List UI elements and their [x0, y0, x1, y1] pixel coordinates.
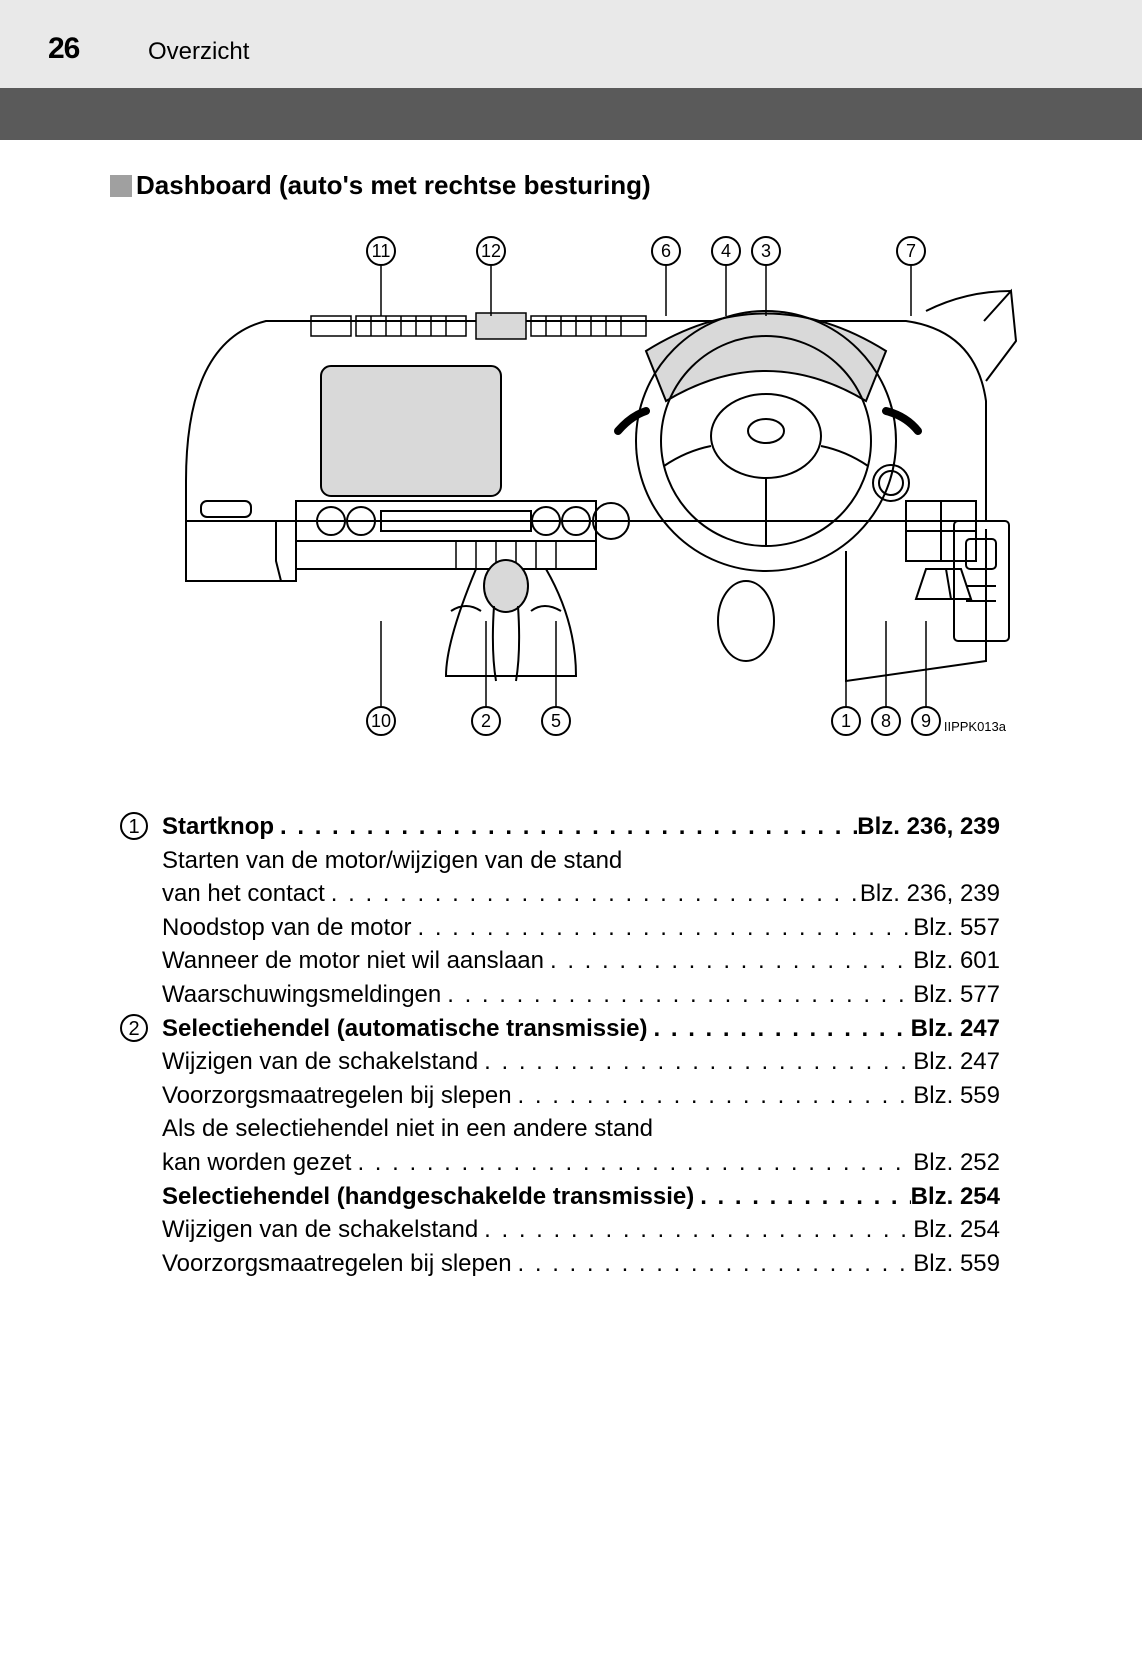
legend-line-pageref: Blz. 559	[913, 1247, 1000, 1281]
legend-entry: 1 Startknop . . . . . . . . . . . . . . .…	[120, 810, 1000, 1012]
legend-line-label: Selectiehendel (handgeschakelde transmis…	[162, 1180, 694, 1214]
leader-dots: . . . . . . . . . . . . . . . . . . . . …	[648, 1012, 911, 1046]
section-title: Dashboard (auto's met rechtse besturing)	[136, 170, 651, 200]
legend-line: van het contact . . . . . . . . . . . . …	[162, 877, 1000, 911]
legend-line-label: Voorzorgsmaatregelen bij slepen	[162, 1247, 512, 1281]
legend-line-pageref: Blz. 254	[913, 1213, 1000, 1247]
legend-line-label: van het contact	[162, 877, 325, 911]
svg-text:1: 1	[841, 711, 851, 731]
dashboard-svg: 11 12 6 4 3 7 10 2 5 1 8 9 IIPPK013a	[146, 221, 1026, 781]
legend-line: Noodstop van de motor . . . . . . . . . …	[162, 911, 1000, 945]
legend-line-label: kan worden gezet	[162, 1146, 351, 1180]
diagram-callouts-top: 11 12 6 4 3 7	[367, 237, 925, 316]
legend-list: 1 Startknop . . . . . . . . . . . . . . .…	[120, 810, 1000, 1280]
legend-line-label: Wijzigen van de schakelstand	[162, 1213, 478, 1247]
svg-text:5: 5	[551, 711, 561, 731]
leader-dots: . . . . . . . . . . . . . . . . . . . . …	[478, 1213, 913, 1247]
svg-text:2: 2	[481, 711, 491, 731]
legend-line: Voorzorgsmaatregelen bij slepen . . . . …	[162, 1079, 1000, 1113]
legend-line-pageref: Blz. 252	[913, 1146, 1000, 1180]
legend-line-label: Noodstop van de motor	[162, 911, 411, 945]
legend-line-label: Wijzigen van de schakelstand	[162, 1045, 478, 1079]
legend-callout-number: 2	[120, 1014, 148, 1042]
page-root: 26 Overzicht Dashboard (auto's met recht…	[0, 0, 1142, 1654]
svg-text:9: 9	[921, 711, 931, 731]
legend-line-label: Startknop	[162, 810, 274, 844]
legend-line-pageref: Blz. 236, 239	[857, 810, 1000, 844]
legend-line-pageref: Blz. 577	[913, 978, 1000, 1012]
leader-dots: . . . . . . . . . . . . . . . . . . . . …	[544, 944, 913, 978]
diagram-container: 11 12 6 4 3 7 10 2 5 1 8 9 IIPPK013a	[120, 221, 1052, 786]
legend-line: Startknop . . . . . . . . . . . . . . . …	[162, 810, 1000, 844]
section-marker-icon	[110, 175, 132, 197]
section-heading: Dashboard (auto's met rechtse besturing)	[110, 170, 1052, 201]
svg-text:7: 7	[906, 241, 916, 261]
leader-dots: . . . . . . . . . . . . . . . . . . . . …	[478, 1045, 913, 1079]
leader-dots: . . . . . . . . . . . . . . . . . . . . …	[351, 1146, 913, 1180]
legend-line: Selectiehendel (handgeschakelde transmis…	[162, 1180, 1000, 1214]
legend-callout-number: 1	[120, 812, 148, 840]
svg-text:11: 11	[372, 241, 391, 261]
legend-line-pageref: Blz. 247	[913, 1045, 1000, 1079]
leader-dots: . . . . . . . . . . . . . . . . . . . . …	[512, 1247, 914, 1281]
legend-line: Wijzigen van de schakelstand . . . . . .…	[162, 1045, 1000, 1079]
header-section-name: Overzicht	[148, 38, 249, 66]
legend-line: Selectiehendel (automatische transmissie…	[162, 1012, 1000, 1046]
header-dark-band	[0, 88, 1142, 140]
page-number: 26	[48, 32, 79, 66]
svg-text:3: 3	[761, 241, 771, 261]
legend-line: kan worden gezet . . . . . . . . . . . .…	[162, 1146, 1000, 1180]
legend-line: Voorzorgsmaatregelen bij slepen . . . . …	[162, 1247, 1000, 1281]
legend-line-label: Selectiehendel (automatische transmissie…	[162, 1012, 648, 1046]
leader-dots: . . . . . . . . . . . . . . . . . . . . …	[694, 1180, 910, 1214]
legend-line-prelabel: Starten van de motor/wijzigen van de sta…	[162, 844, 1000, 878]
legend-line: Waarschuwingsmeldingen . . . . . . . . .…	[162, 978, 1000, 1012]
legend-entry: 2 Selectiehendel (automatische transmissi…	[120, 1012, 1000, 1281]
leader-dots: . . . . . . . . . . . . . . . . . . . . …	[274, 810, 857, 844]
svg-text:8: 8	[881, 711, 891, 731]
legend-line: Wanneer de motor niet wil aanslaan . . .…	[162, 944, 1000, 978]
svg-text:12: 12	[481, 241, 501, 261]
diagram-image-code: IIPPK013a	[944, 719, 1007, 734]
legend-line-prelabel: Als de selectiehendel niet in een andere…	[162, 1112, 1000, 1146]
svg-text:4: 4	[721, 241, 731, 261]
legend-line-pageref: Blz. 247	[911, 1012, 1000, 1046]
legend-line-pageref: Blz. 601	[913, 944, 1000, 978]
svg-text:10: 10	[371, 711, 391, 731]
leader-dots: . . . . . . . . . . . . . . . . . . . . …	[441, 978, 913, 1012]
legend-line: Wijzigen van de schakelstand . . . . . .…	[162, 1213, 1000, 1247]
legend-line-pageref: Blz. 254	[911, 1180, 1000, 1214]
content-area: Dashboard (auto's met rechtse besturing)	[110, 170, 1052, 1280]
svg-text:6: 6	[661, 241, 671, 261]
leader-dots: . . . . . . . . . . . . . . . . . . . . …	[411, 911, 913, 945]
legend-line-pageref: Blz. 236, 239	[860, 877, 1000, 911]
legend-line-pageref: Blz. 557	[913, 911, 1000, 945]
diagram-callouts-bottom: 10 2 5 1 8 9	[367, 621, 940, 735]
legend-line-label: Wanneer de motor niet wil aanslaan	[162, 944, 544, 978]
legend-line-label: Voorzorgsmaatregelen bij slepen	[162, 1079, 512, 1113]
leader-dots: . . . . . . . . . . . . . . . . . . . . …	[325, 877, 860, 911]
legend-line-pageref: Blz. 559	[913, 1079, 1000, 1113]
legend-line-label: Waarschuwingsmeldingen	[162, 978, 441, 1012]
dashboard-diagram: 11 12 6 4 3 7 10 2 5 1 8 9 IIPPK013a	[146, 221, 1026, 781]
leader-dots: . . . . . . . . . . . . . . . . . . . . …	[512, 1079, 914, 1113]
